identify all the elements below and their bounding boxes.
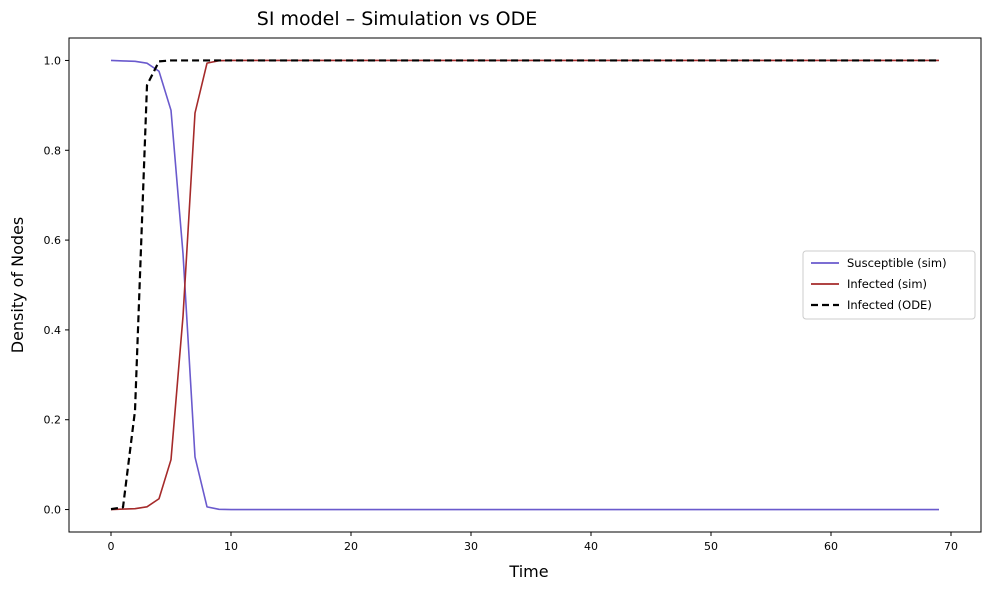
series-layer — [110, 59, 939, 511]
x-tick-label: 70 — [944, 540, 958, 553]
y-tick-label: 0.6 — [44, 234, 62, 247]
y-tick-label: 0.2 — [44, 414, 62, 427]
series-line-susceptible-sim — [110, 59, 939, 511]
y-tick-label: 0.8 — [44, 144, 62, 157]
series-line-infected-ode — [110, 59, 939, 511]
y-tick-label: 0.0 — [44, 504, 62, 517]
legend-label-infected-ode: Infected (ODE) — [847, 298, 932, 312]
y-axis-title: Density of Nodes — [8, 217, 27, 354]
chart-title: SI model – Simulation vs ODE — [257, 8, 537, 30]
x-tick-label: 0 — [108, 540, 115, 553]
legend-box — [802, 250, 976, 320]
x-axis-title: Time — [508, 562, 548, 581]
y-axis-ticks: 0.0 0.2 0.4 0.6 0.8 1.0 — [44, 54, 69, 517]
x-tick-label: 30 — [464, 540, 478, 553]
plot-frame — [68, 37, 982, 533]
x-tick-label: 40 — [584, 540, 598, 553]
y-tick-label: 0.4 — [44, 324, 62, 337]
x-axis-ticks: 0 10 20 30 40 50 60 70 — [108, 532, 958, 553]
x-tick-label: 50 — [704, 540, 718, 553]
x-tick-label: 10 — [224, 540, 238, 553]
legend: Susceptible (sim) Infected (sim) Infecte… — [802, 250, 976, 320]
legend-label-infected-sim: Infected (sim) — [847, 277, 927, 291]
legend-label-susceptible-sim: Susceptible (sim) — [847, 256, 947, 270]
series-line-infected-sim — [110, 59, 939, 511]
x-tick-label: 60 — [824, 540, 838, 553]
x-tick-label: 20 — [344, 540, 358, 553]
y-tick-label: 1.0 — [44, 54, 62, 67]
